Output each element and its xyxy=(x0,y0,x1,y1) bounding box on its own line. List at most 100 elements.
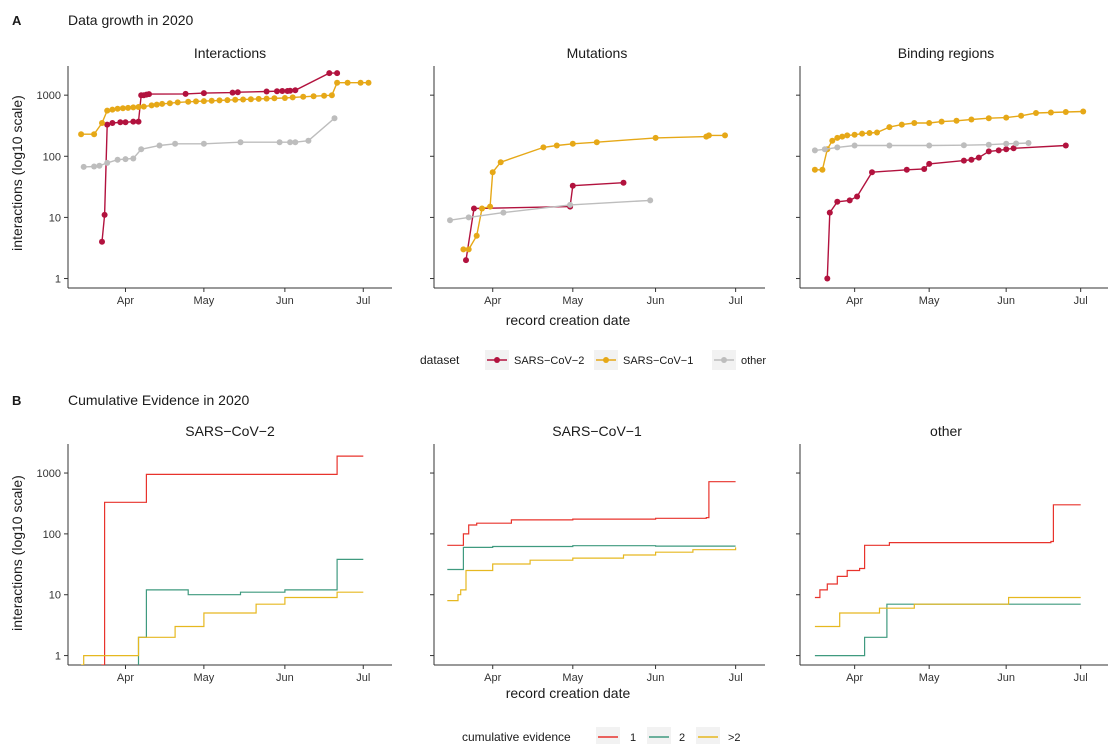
data-point xyxy=(130,155,137,162)
legend-label-evidence-2: 2 xyxy=(679,732,685,744)
data-point xyxy=(263,88,270,95)
data-point xyxy=(821,146,828,153)
data-point xyxy=(125,104,132,111)
data-point xyxy=(874,129,880,136)
data-point xyxy=(96,162,103,169)
data-point xyxy=(104,107,111,114)
data-point xyxy=(851,142,858,149)
data-point xyxy=(274,88,280,95)
data-point xyxy=(826,209,833,216)
series-line xyxy=(463,134,725,251)
data-point xyxy=(1010,145,1017,152)
plot-area xyxy=(811,108,1087,282)
x-tick-label: Jul xyxy=(356,295,370,307)
data-point xyxy=(569,140,576,147)
data-point xyxy=(109,120,116,126)
data-point xyxy=(135,118,142,125)
data-point xyxy=(91,131,98,138)
x-tick-label: Apr xyxy=(117,295,134,307)
data-point xyxy=(1047,109,1054,116)
plot-area xyxy=(447,481,737,602)
data-point xyxy=(960,142,967,149)
data-point xyxy=(569,182,576,189)
data-point xyxy=(208,97,215,104)
data-point xyxy=(898,121,905,128)
data-point xyxy=(471,205,477,212)
series-line xyxy=(465,182,624,261)
x-tick-label: May xyxy=(193,672,214,684)
data-point xyxy=(287,139,294,146)
data-point xyxy=(886,124,893,131)
data-point xyxy=(1003,114,1010,121)
data-point xyxy=(465,214,472,221)
x-tick-label: May xyxy=(919,672,940,684)
y-tick-label: 1 xyxy=(55,274,61,286)
series-line xyxy=(814,110,1084,171)
data-point xyxy=(130,104,137,111)
data-point xyxy=(489,169,496,176)
x-tick-label: May xyxy=(562,672,583,684)
x-tick-label: Jul xyxy=(1074,672,1088,684)
data-point xyxy=(938,118,945,125)
series-line xyxy=(137,558,364,665)
data-point xyxy=(866,130,873,136)
data-point xyxy=(159,100,166,107)
data-point xyxy=(473,232,480,239)
data-point xyxy=(166,100,173,107)
data-point xyxy=(182,90,189,97)
data-point xyxy=(995,147,1002,154)
data-point xyxy=(487,203,494,210)
data-point xyxy=(344,79,351,86)
x-tick-label: Jun xyxy=(276,672,294,684)
legend-label-evidence-3: >2 xyxy=(728,732,741,744)
data-point xyxy=(276,139,283,146)
x-tick-label: Jun xyxy=(997,295,1015,307)
data-point xyxy=(99,120,105,126)
data-point xyxy=(1003,140,1010,147)
data-point xyxy=(926,160,933,167)
data-point xyxy=(300,93,307,100)
data-point xyxy=(287,87,294,94)
data-point xyxy=(334,79,341,86)
section-a-letter: A xyxy=(12,13,22,28)
x-tick-label: Apr xyxy=(484,672,501,684)
x-tick-label: Jun xyxy=(647,672,665,684)
data-point xyxy=(447,217,453,224)
data-point xyxy=(224,97,231,104)
data-point xyxy=(156,142,163,149)
y-tick-label: 10 xyxy=(49,590,61,602)
series-line xyxy=(81,591,364,665)
x-tick-label: Jun xyxy=(276,295,294,307)
y-axis-label-a: interactions (log10 scale) xyxy=(9,95,25,251)
data-point xyxy=(652,134,659,141)
data-point xyxy=(279,88,286,94)
data-point xyxy=(193,98,199,105)
data-point xyxy=(326,70,333,77)
y-tick-label: 1 xyxy=(55,651,61,663)
legend-dataset: dataset SARS−CoV−2 SARS−CoV−1 other xyxy=(420,350,766,370)
data-point xyxy=(647,197,654,204)
chart-panel: Apr May Jun Jul xyxy=(430,66,765,307)
y-tick-label: 1000 xyxy=(37,468,61,480)
data-point xyxy=(985,115,992,122)
series-line xyxy=(447,547,737,602)
x-tick-label: Jul xyxy=(729,295,743,307)
legend-label-sars-cov-1: SARS−CoV−1 xyxy=(623,355,693,367)
x-tick-label: May xyxy=(193,295,214,307)
data-point xyxy=(968,116,975,123)
facet-title-binding-regions: Binding regions xyxy=(898,45,995,61)
data-point xyxy=(240,96,247,103)
x-axis-label-b: record creation date xyxy=(506,685,631,701)
data-point xyxy=(479,205,485,212)
data-point xyxy=(1080,108,1087,115)
data-point xyxy=(497,159,504,166)
series-line xyxy=(447,545,736,571)
series-line xyxy=(826,144,1066,279)
data-point xyxy=(844,132,851,139)
data-point xyxy=(926,142,933,149)
data-point xyxy=(903,166,910,173)
data-point xyxy=(146,91,152,98)
data-point xyxy=(232,96,239,103)
y-tick-label: 10 xyxy=(49,212,61,224)
